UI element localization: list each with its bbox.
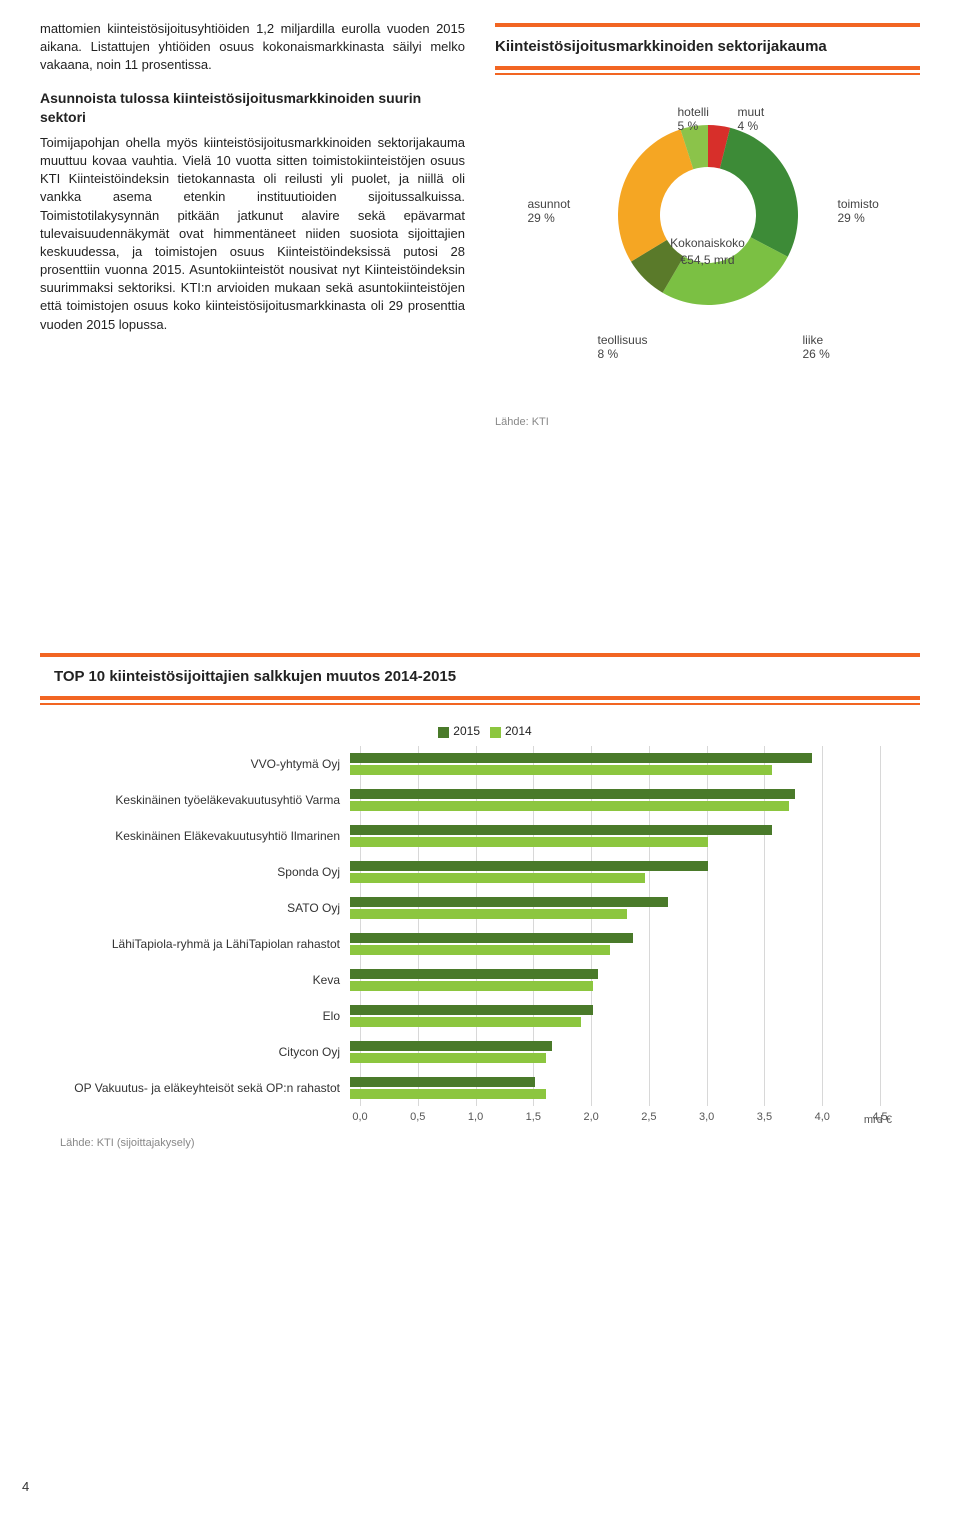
- donut-slice-label: asunnot29 %: [528, 197, 571, 226]
- bar-row: Keskinäinen Eläkevakuutusyhtiö Ilmarinen: [60, 818, 900, 854]
- page-number: 4: [22, 1478, 29, 1496]
- legend-swatch: [490, 727, 501, 738]
- bar-row-label: Sponda Oyj: [60, 864, 350, 881]
- bar-row: Elo: [60, 998, 900, 1034]
- bar-row-label: SATO Oyj: [60, 900, 350, 917]
- x-tick: 3,0: [699, 1110, 714, 1125]
- bar-2014: [350, 1089, 546, 1099]
- center-value: €54,5 mrd: [680, 253, 734, 267]
- donut-slice-label: liike26 %: [803, 333, 830, 362]
- bar-2015: [350, 789, 795, 799]
- donut-column: Kiinteistösijoitusmarkkinoiden sektorija…: [495, 20, 920, 430]
- x-tick: 3,5: [757, 1110, 772, 1125]
- bar-2014: [350, 909, 627, 919]
- bar-row-label: Keskinäinen työeläkevakuutusyhtiö Varma: [60, 792, 350, 809]
- bar-row: VVO-yhtymä Oyj: [60, 746, 900, 782]
- divider: [40, 653, 920, 657]
- bar-chart: 2015 2014 VVO-yhtymä Oyj Keskinäinen työel…: [60, 723, 900, 1151]
- bar-2015: [350, 969, 598, 979]
- bar-2015: [350, 1005, 593, 1015]
- donut-slice-label: hotelli5 %: [678, 105, 709, 134]
- section-subtitle: Asunnoista tulossa kiinteistösijoitusmar…: [40, 89, 465, 128]
- bar-row-label: Keva: [60, 972, 350, 989]
- donut-slice-label: toimisto29 %: [838, 197, 879, 226]
- bar-row: SATO Oyj: [60, 890, 900, 926]
- bar-row: Sponda Oyj: [60, 854, 900, 890]
- bar-2015: [350, 933, 633, 943]
- bar-2015: [350, 1077, 535, 1087]
- donut-center-label: Kokonaiskoko €54,5 mrd: [643, 235, 773, 269]
- x-tick: 1,0: [468, 1110, 483, 1125]
- bar-2015: [350, 753, 812, 763]
- divider: [40, 703, 920, 705]
- bar-2015: [350, 897, 668, 907]
- divider: [495, 73, 920, 75]
- x-tick: 1,5: [526, 1110, 541, 1125]
- barchart-source: Lähde: KTI (sijoittajakysely): [60, 1136, 900, 1151]
- bar-2014: [350, 1017, 581, 1027]
- donut-title: Kiinteistösijoitusmarkkinoiden sektorija…: [495, 30, 920, 63]
- legend-swatch: [438, 727, 449, 738]
- divider: [495, 66, 920, 70]
- bar-row-label: OP Vakuutus- ja eläkeyhteisöt sekä OP:n …: [60, 1080, 350, 1097]
- center-label: Kokonaiskoko: [670, 236, 745, 250]
- text-column: mattomien kiinteistösijoitusyhtiöiden 1,…: [40, 20, 465, 430]
- x-tick: 4,0: [815, 1110, 830, 1125]
- divider: [40, 696, 920, 700]
- donut-slice-label: muut4 %: [738, 105, 765, 134]
- x-tick: 2,5: [641, 1110, 656, 1125]
- donut-slice-label: teollisuus8 %: [598, 333, 648, 362]
- legend-label: 2015: [453, 724, 480, 738]
- bar-row: Keskinäinen työeläkevakuutusyhtiö Varma: [60, 782, 900, 818]
- bar-row-label: LähiTapiola-ryhmä ja LähiTapiolan rahast…: [60, 936, 350, 953]
- x-tick: 0,0: [352, 1110, 367, 1125]
- bar-2014: [350, 837, 708, 847]
- bar-row: Citycon Oyj: [60, 1034, 900, 1070]
- bar-2014: [350, 873, 645, 883]
- donut-source: Lähde: KTI: [495, 415, 920, 430]
- bar-row-label: Elo: [60, 1008, 350, 1025]
- bar-2014: [350, 765, 772, 775]
- bar-2014: [350, 1053, 546, 1063]
- bar-2014: [350, 981, 593, 991]
- bar-legend: 2015 2014: [60, 723, 900, 740]
- bar-2015: [350, 825, 772, 835]
- barchart-title: TOP 10 kiinteistösijoittajien salkkujen …: [40, 660, 920, 693]
- bar-row: Keva: [60, 962, 900, 998]
- bar-row: OP Vakuutus- ja eläkeyhteisöt sekä OP:n …: [60, 1070, 900, 1106]
- bar-2014: [350, 945, 610, 955]
- x-tick: 0,5: [410, 1110, 425, 1125]
- bar-row-label: Citycon Oyj: [60, 1044, 350, 1061]
- legend-label: 2014: [505, 724, 532, 738]
- donut-svg: [598, 105, 818, 325]
- bar-2014: [350, 801, 789, 811]
- intro-paragraph: mattomien kiinteistösijoitusyhtiöiden 1,…: [40, 20, 465, 75]
- bar-row: LähiTapiola-ryhmä ja LähiTapiolan rahast…: [60, 926, 900, 962]
- bar-2015: [350, 1041, 552, 1051]
- x-unit: mrd €: [864, 1113, 892, 1128]
- divider: [495, 23, 920, 27]
- bar-row-label: VVO-yhtymä Oyj: [60, 756, 350, 773]
- x-tick: 2,0: [583, 1110, 598, 1125]
- body-paragraph: Toimijapohjan ohella myös kiinteistösijo…: [40, 134, 465, 334]
- donut-chart: Kokonaiskoko €54,5 mrd muut4 % toimisto29…: [528, 105, 888, 405]
- bar-2015: [350, 861, 708, 871]
- bar-row-label: Keskinäinen Eläkevakuutusyhtiö Ilmarinen: [60, 828, 350, 845]
